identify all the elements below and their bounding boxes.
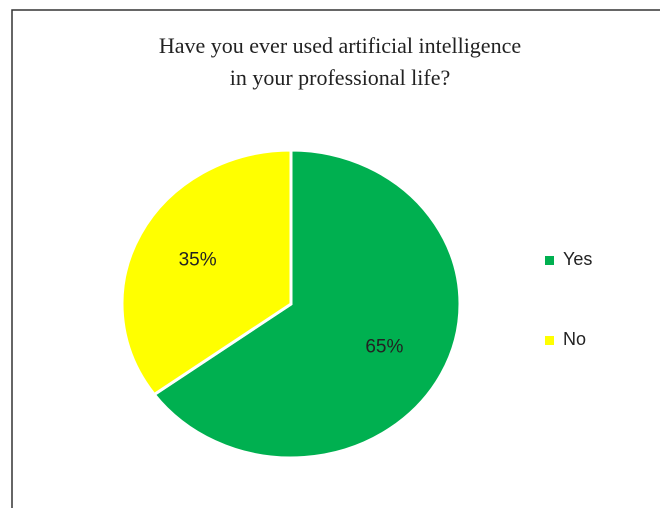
- pie-slice: [120, 148, 293, 397]
- legend-swatch: [545, 336, 554, 345]
- data-label: 65%: [365, 336, 403, 357]
- legend-label: Yes: [563, 249, 592, 269]
- chart-title: in your professional life?: [230, 65, 451, 90]
- legend-label: No: [563, 329, 586, 349]
- data-label: 35%: [179, 250, 217, 271]
- legend-swatch: [545, 256, 554, 265]
- pie-slice: [152, 148, 462, 460]
- chart-title: Have you ever used artificial intelligen…: [159, 33, 521, 58]
